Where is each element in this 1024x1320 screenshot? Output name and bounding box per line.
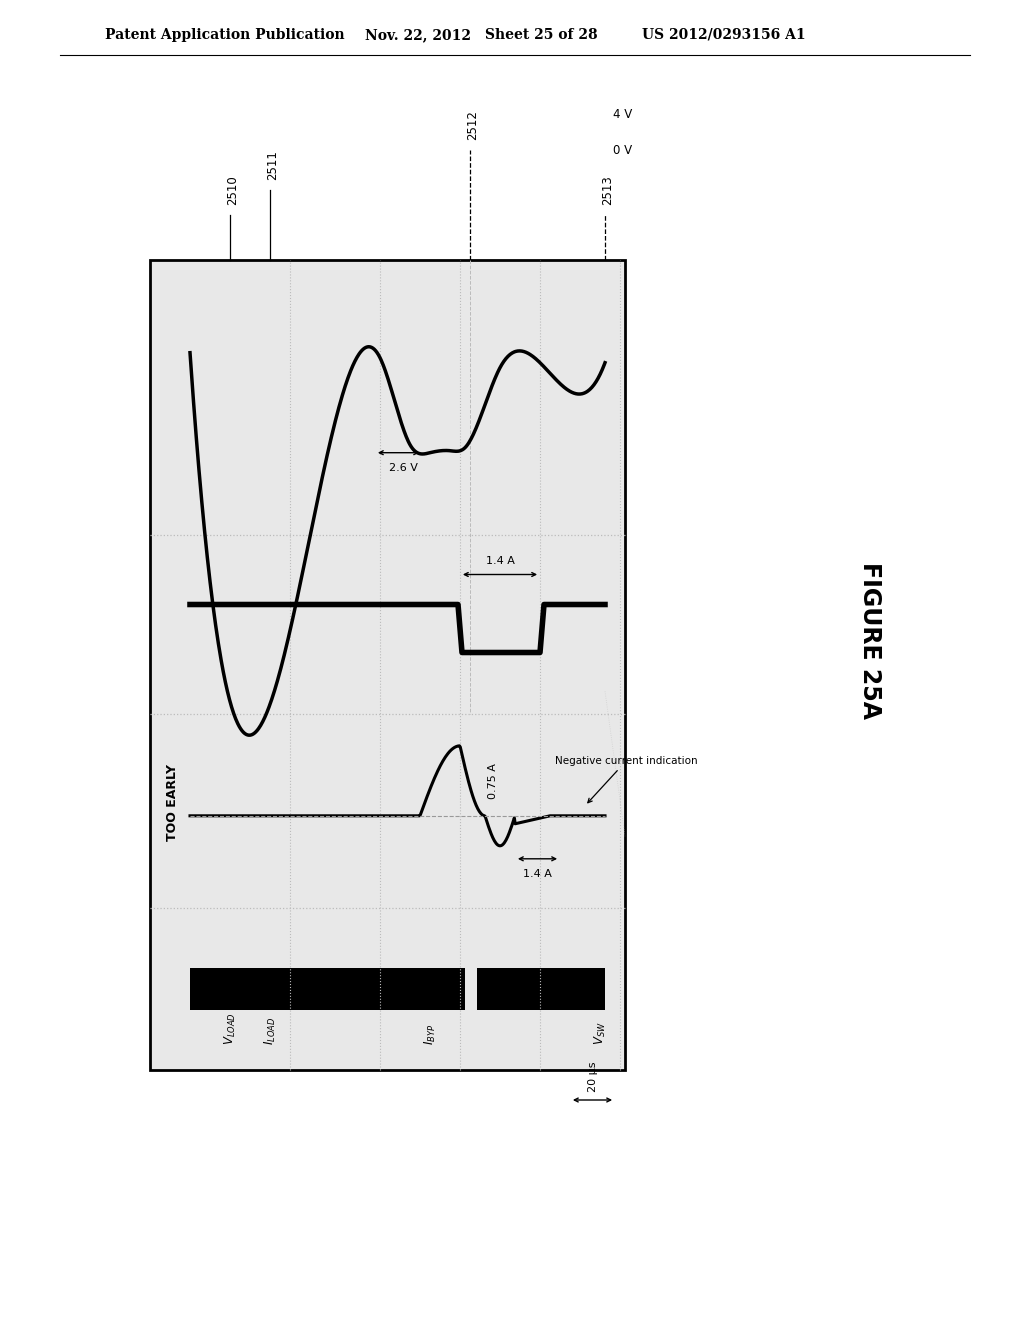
Bar <box>150 260 625 1071</box>
Text: 2510: 2510 <box>226 176 240 205</box>
Text: FIGURE 25A: FIGURE 25A <box>858 561 882 718</box>
Text: 2.6 V: 2.6 V <box>389 463 418 473</box>
Text: 0.75 A: 0.75 A <box>488 763 498 799</box>
Text: Patent Application Publication: Patent Application Publication <box>105 28 345 42</box>
Text: Negative current indication: Negative current indication <box>555 756 697 803</box>
Text: US 2012/0293156 A1: US 2012/0293156 A1 <box>642 28 806 42</box>
Bar <box>465 964 477 1015</box>
Text: 20 μs: 20 μs <box>588 1061 597 1092</box>
Text: 1.4 A: 1.4 A <box>485 557 514 566</box>
Text: 2513: 2513 <box>601 176 614 205</box>
Text: 4 V: 4 V <box>613 108 632 121</box>
Text: $I_{BYP}$: $I_{BYP}$ <box>423 1024 437 1045</box>
Text: 2512: 2512 <box>467 110 479 140</box>
Text: 2511: 2511 <box>266 150 280 180</box>
Text: TOO EARLY: TOO EARLY <box>166 764 178 841</box>
Text: $V_{SW}$: $V_{SW}$ <box>593 1022 607 1045</box>
Text: 1.4 A: 1.4 A <box>523 869 552 879</box>
Text: Nov. 22, 2012: Nov. 22, 2012 <box>365 28 471 42</box>
Bar <box>190 968 605 1010</box>
Text: $I_{LOAD}$: $I_{LOAD}$ <box>262 1016 278 1045</box>
Text: Sheet 25 of 28: Sheet 25 of 28 <box>485 28 598 42</box>
Text: 0 V: 0 V <box>613 144 632 157</box>
Text: $V_{LOAD}$: $V_{LOAD}$ <box>222 1012 238 1045</box>
